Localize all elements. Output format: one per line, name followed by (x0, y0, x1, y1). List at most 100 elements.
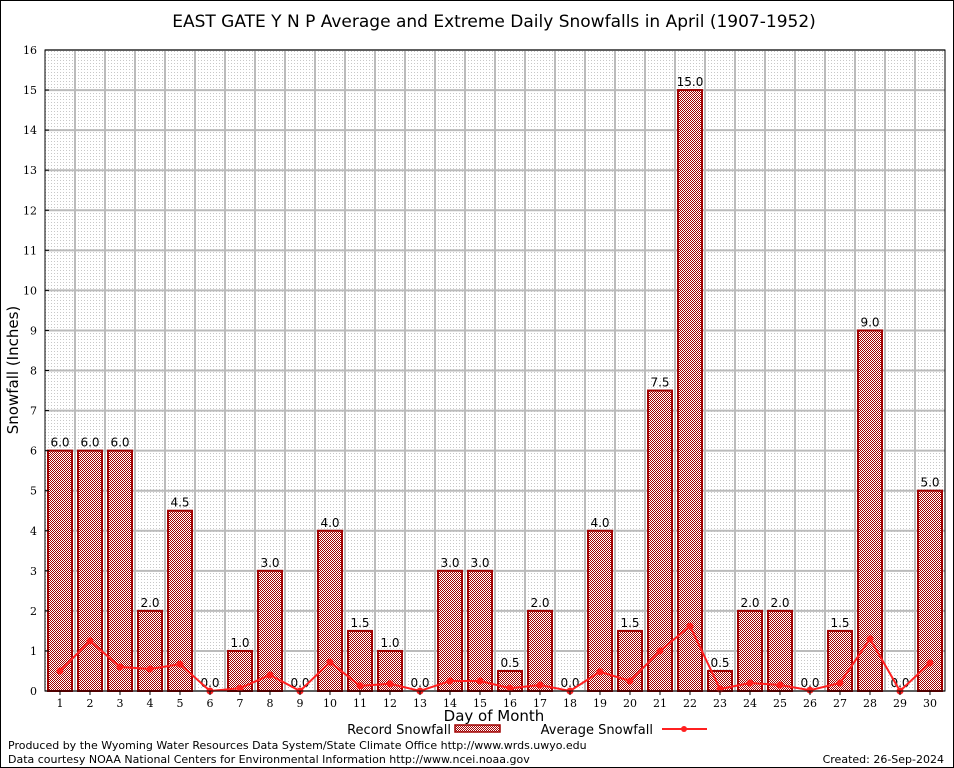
x-tick-label: 14 (443, 697, 457, 710)
x-tick-label: 5 (177, 697, 184, 710)
bar-record-day-4 (137, 609, 163, 692)
average-point-day-7 (236, 684, 244, 692)
average-point-day-11 (356, 682, 364, 690)
bar-record-day-14 (437, 569, 463, 692)
y-tick-label: 3 (30, 565, 37, 578)
y-tick-label: 5 (30, 485, 37, 498)
y-tick-label: 6 (30, 445, 37, 458)
legend-label-average: Average Snowfall (541, 723, 653, 738)
y-tick-label: 1 (30, 645, 37, 658)
bar-record-day-30 (917, 489, 943, 692)
y-tick-label: 8 (30, 365, 37, 378)
bar-value-label: 0.0 (560, 676, 579, 690)
footer-produced-by: Produced by the Wyoming Water Resources … (8, 739, 587, 752)
average-point-day-4 (146, 665, 154, 673)
legend: Record Snowfall Average Snowfall (347, 723, 707, 738)
bar-value-label: 1.0 (230, 636, 249, 650)
average-point-day-25 (776, 681, 784, 689)
bar-value-label: 4.5 (170, 496, 189, 510)
x-tick-label: 21 (653, 697, 667, 710)
legend-marker-average (681, 726, 687, 732)
bar-value-label: 2.0 (770, 596, 789, 610)
y-tick-label: 7 (30, 405, 37, 418)
average-point-day-12 (386, 680, 394, 688)
bar-record-day-11 (347, 629, 373, 692)
bar-value-label: 5.0 (920, 476, 939, 490)
x-tick-label: 12 (383, 697, 397, 710)
x-tick-label: 25 (773, 697, 787, 710)
y-tick-label: 16 (23, 44, 37, 57)
bar-value-label: 7.5 (650, 376, 669, 390)
bar-value-label: 4.0 (320, 516, 339, 530)
y-tick-label: 11 (23, 244, 37, 257)
bar-value-label: 6.0 (50, 436, 69, 450)
x-tick-label: 17 (533, 697, 547, 710)
bar-value-label: 3.0 (440, 556, 459, 570)
bar-value-label: 1.5 (830, 616, 849, 630)
average-point-day-14 (446, 677, 454, 685)
x-tick-label: 6 (207, 697, 214, 710)
x-tick-label: 30 (923, 697, 937, 710)
y-tick-label: 9 (30, 324, 37, 337)
footer-courtesy: Data courtesy NOAA National Centers for … (8, 753, 530, 766)
x-tick-label: 10 (323, 697, 337, 710)
bar-value-label: 0.0 (410, 676, 429, 690)
x-tick-label: 4 (147, 697, 154, 710)
x-tick-label: 24 (743, 697, 757, 710)
y-tick-label: 12 (23, 204, 37, 217)
x-tick-label: 2 (87, 697, 94, 710)
average-point-day-15 (476, 677, 484, 685)
x-tick-label: 11 (353, 697, 367, 710)
bar-value-label: 6.0 (110, 436, 129, 450)
x-tick-label: 28 (863, 697, 877, 710)
average-point-day-26 (806, 686, 814, 694)
bar-value-label: 9.0 (860, 315, 879, 329)
bar-value-label: 2.0 (140, 596, 159, 610)
average-point-day-16 (506, 684, 514, 692)
bar-record-day-10 (317, 529, 343, 692)
bar-record-day-15 (467, 569, 493, 692)
bar-value-label: 4.0 (590, 516, 609, 530)
bar-record-day-25 (767, 609, 793, 692)
y-tick-label: 15 (23, 84, 37, 97)
x-tick-label: 1 (57, 697, 64, 710)
average-point-day-3 (116, 663, 124, 671)
x-tick-label: 19 (593, 697, 607, 710)
bar-record-day-3 (107, 449, 133, 692)
bar-record-day-17 (527, 609, 553, 692)
bar-value-label: 2.0 (530, 596, 549, 610)
x-tick-label: 15 (473, 697, 487, 710)
x-tick-label: 27 (833, 697, 847, 710)
y-axis-label: Snowfall (Inches) (4, 306, 22, 434)
x-tick-label: 23 (713, 697, 727, 710)
legend-label-record: Record Snowfall (347, 723, 451, 738)
bar-value-label: 0.5 (500, 656, 519, 670)
average-point-day-8 (266, 671, 274, 679)
x-tick-label: 13 (413, 697, 427, 710)
bar-value-label: 15.0 (677, 75, 704, 89)
x-axis-label: Day of Month (444, 707, 545, 725)
average-point-day-27 (836, 679, 844, 687)
bar-value-label: 1.0 (380, 636, 399, 650)
average-point-day-24 (746, 679, 754, 687)
bar-value-label: 6.0 (80, 436, 99, 450)
bar-value-label: 1.5 (620, 616, 639, 630)
average-point-day-2 (86, 637, 94, 645)
average-point-day-10 (326, 658, 334, 666)
y-tick-label: 0 (30, 685, 37, 698)
bar-value-label: 0.5 (710, 656, 729, 670)
bar-value-label: 0.0 (800, 676, 819, 690)
x-tick-label: 26 (803, 697, 817, 710)
average-point-day-22 (686, 622, 694, 630)
legend-swatch-record (454, 724, 501, 733)
x-tick-label: 18 (563, 697, 577, 710)
y-tick-label: 13 (23, 164, 37, 177)
x-tick-label: 3 (117, 697, 124, 710)
x-tick-label: 16 (503, 697, 517, 710)
average-snowfall-line (59, 624, 931, 693)
average-point-day-30 (926, 659, 934, 667)
y-tick-label: 2 (30, 605, 37, 618)
bar-record-day-2 (77, 449, 103, 692)
